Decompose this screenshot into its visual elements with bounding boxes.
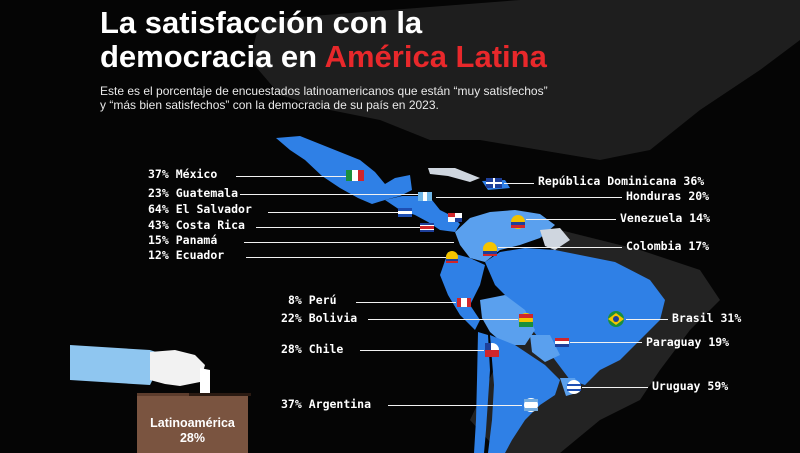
label-ecuador: 12% Ecuador: [148, 248, 225, 262]
label-bolivia: 22% Bolivia: [281, 311, 358, 325]
label-colombia: Colombia 17%: [626, 239, 710, 253]
leader-line-venezuela: [526, 219, 616, 220]
paraguay-shape: [530, 335, 560, 362]
leader-line-ecuador: [246, 257, 446, 258]
mexico-shape: [276, 136, 412, 204]
title-accent: América Latina: [324, 39, 547, 74]
argentina-shape: [488, 335, 560, 453]
leader-line-panama: [244, 242, 454, 243]
label-brasil: Brasil 31%: [672, 311, 742, 325]
label-guatemala: 23% Guatemala: [148, 186, 239, 200]
flag-icons: [346, 170, 624, 412]
guianas-shape: [540, 228, 570, 250]
paraguay-flag-icon: [555, 338, 569, 347]
label-mexico: 37% México: [148, 167, 218, 181]
page-title: La satisfacción con la democracia en Amé…: [100, 6, 547, 74]
uruguay-flag-icon: [567, 380, 581, 394]
label-uruguay: Uruguay 59%: [652, 379, 729, 393]
bolivia-shape: [480, 295, 535, 345]
ballot-pct: 28%: [179, 431, 206, 445]
leader-line-paraguay: [570, 342, 642, 343]
leader-line-mexico: [236, 176, 346, 177]
label-honduras: Honduras 20%: [626, 189, 710, 203]
label-chile: 28% Chile: [281, 342, 344, 356]
title-line-2: democracia en América Latina: [100, 39, 547, 74]
brazil-shape: [485, 248, 665, 385]
leader-line-chile: [360, 350, 484, 351]
label-peru: 8% Perú: [288, 293, 337, 307]
cuba-shape: [428, 168, 480, 182]
leader-line-costa-rica: [256, 227, 420, 228]
leader-line-el-salvador: [268, 212, 398, 213]
leader-line-guatemala: [240, 194, 418, 195]
label-venezuela: Venezuela 14%: [620, 211, 711, 225]
colombia-venezuela-shape: [455, 210, 555, 262]
north-america-landmass: [250, 0, 800, 160]
label-republica-dominicana: República Dominicana 36%: [538, 174, 705, 188]
leader-line-uruguay: [582, 387, 648, 388]
honduras-flag-icon: [448, 213, 462, 222]
leader-line-peru: [356, 302, 456, 303]
label-paraguay: Paraguay 19%: [646, 335, 730, 349]
chile-shape: [474, 332, 490, 453]
ballot-slot: [189, 393, 251, 396]
ballot-box-icon: Latinoamérica 28%: [137, 393, 251, 453]
ecuador-peru-shape: [440, 252, 485, 330]
peru-flag-icon: [457, 298, 471, 307]
ballot-label: Latinoamérica: [150, 416, 235, 430]
label-panama: 15% Panamá: [148, 233, 218, 247]
central-america-shape: [385, 196, 460, 232]
label-argentina: 37% Argentina: [281, 397, 372, 411]
leader-line-brasil: [626, 319, 668, 320]
label-el-salvador: 64% El Salvador: [148, 202, 252, 216]
label-costa-rica: 43% Costa Rica: [148, 218, 245, 232]
title-line-1: La satisfacción con la: [100, 5, 423, 40]
leader-line-republica-dominicana: [504, 183, 534, 184]
leader-line-honduras: [436, 197, 622, 198]
leader-line-colombia: [498, 247, 622, 248]
leader-line-bolivia: [368, 319, 518, 320]
hand-icon: [70, 345, 210, 395]
subtitle: Este es el porcentaje de encuestados lat…: [100, 84, 548, 112]
leader-line-argentina: [388, 405, 522, 406]
